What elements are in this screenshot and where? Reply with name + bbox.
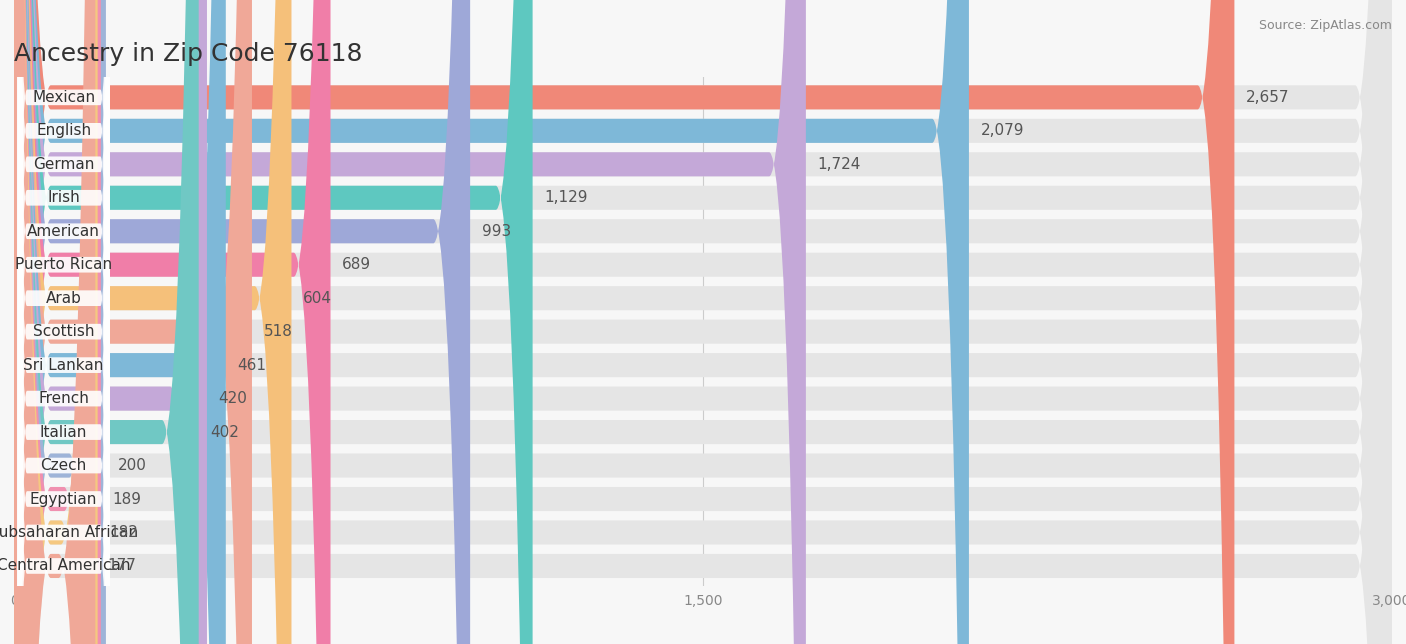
Text: German: German — [32, 156, 94, 172]
FancyBboxPatch shape — [18, 0, 110, 644]
Text: English: English — [37, 124, 91, 138]
FancyBboxPatch shape — [14, 0, 1392, 644]
Text: 2,657: 2,657 — [1246, 90, 1289, 105]
FancyBboxPatch shape — [18, 0, 110, 644]
Text: Irish: Irish — [48, 190, 80, 205]
Text: 689: 689 — [342, 257, 371, 272]
FancyBboxPatch shape — [14, 0, 470, 644]
Text: 1,724: 1,724 — [817, 156, 860, 172]
FancyBboxPatch shape — [14, 0, 1392, 644]
FancyBboxPatch shape — [14, 0, 330, 644]
FancyBboxPatch shape — [14, 0, 1392, 644]
Text: Source: ZipAtlas.com: Source: ZipAtlas.com — [1258, 19, 1392, 32]
FancyBboxPatch shape — [14, 0, 1234, 644]
FancyBboxPatch shape — [18, 0, 110, 644]
FancyBboxPatch shape — [18, 0, 110, 644]
Text: 461: 461 — [238, 357, 266, 373]
Text: Czech: Czech — [41, 458, 87, 473]
FancyBboxPatch shape — [14, 0, 1392, 644]
FancyBboxPatch shape — [18, 0, 110, 644]
Text: 1,129: 1,129 — [544, 190, 588, 205]
FancyBboxPatch shape — [14, 0, 1392, 644]
Text: 189: 189 — [112, 491, 142, 507]
FancyBboxPatch shape — [18, 0, 110, 644]
FancyBboxPatch shape — [14, 0, 969, 644]
Text: Arab: Arab — [46, 290, 82, 306]
Text: Puerto Rican: Puerto Rican — [15, 257, 112, 272]
Text: Italian: Italian — [39, 424, 87, 440]
FancyBboxPatch shape — [14, 0, 1392, 644]
FancyBboxPatch shape — [14, 0, 105, 644]
FancyBboxPatch shape — [18, 0, 110, 644]
FancyBboxPatch shape — [14, 0, 1392, 644]
FancyBboxPatch shape — [14, 0, 1392, 644]
FancyBboxPatch shape — [18, 0, 110, 644]
FancyBboxPatch shape — [18, 0, 110, 644]
Text: 993: 993 — [482, 223, 510, 239]
FancyBboxPatch shape — [14, 0, 101, 644]
FancyBboxPatch shape — [14, 0, 207, 644]
FancyBboxPatch shape — [14, 0, 1392, 644]
FancyBboxPatch shape — [14, 0, 806, 644]
Text: 518: 518 — [263, 324, 292, 339]
FancyBboxPatch shape — [14, 0, 1392, 644]
Text: 200: 200 — [118, 458, 146, 473]
Text: 177: 177 — [107, 558, 136, 573]
Text: French: French — [38, 391, 89, 406]
Text: Egyptian: Egyptian — [30, 491, 97, 507]
Text: 2,079: 2,079 — [980, 124, 1024, 138]
Text: Central American: Central American — [0, 558, 131, 573]
Text: 604: 604 — [302, 290, 332, 306]
Text: American: American — [27, 223, 100, 239]
FancyBboxPatch shape — [14, 0, 1392, 644]
Text: Scottish: Scottish — [32, 324, 94, 339]
FancyBboxPatch shape — [18, 0, 110, 644]
Text: Ancestry in Zip Code 76118: Ancestry in Zip Code 76118 — [14, 42, 363, 66]
FancyBboxPatch shape — [14, 0, 97, 644]
Text: Subsaharan African: Subsaharan African — [0, 525, 138, 540]
FancyBboxPatch shape — [18, 0, 110, 644]
FancyBboxPatch shape — [14, 0, 252, 644]
FancyBboxPatch shape — [14, 0, 533, 644]
Text: 420: 420 — [218, 391, 247, 406]
FancyBboxPatch shape — [14, 0, 1392, 644]
FancyBboxPatch shape — [14, 0, 1392, 644]
FancyBboxPatch shape — [14, 0, 1392, 644]
FancyBboxPatch shape — [14, 0, 96, 644]
FancyBboxPatch shape — [14, 0, 291, 644]
Text: 182: 182 — [110, 525, 138, 540]
FancyBboxPatch shape — [18, 0, 110, 644]
FancyBboxPatch shape — [18, 0, 110, 644]
FancyBboxPatch shape — [14, 0, 226, 644]
FancyBboxPatch shape — [18, 0, 110, 644]
Text: Sri Lankan: Sri Lankan — [24, 357, 104, 373]
Text: Mexican: Mexican — [32, 90, 96, 105]
Text: 402: 402 — [209, 424, 239, 440]
FancyBboxPatch shape — [14, 0, 1392, 644]
FancyBboxPatch shape — [18, 0, 110, 644]
FancyBboxPatch shape — [14, 0, 198, 644]
